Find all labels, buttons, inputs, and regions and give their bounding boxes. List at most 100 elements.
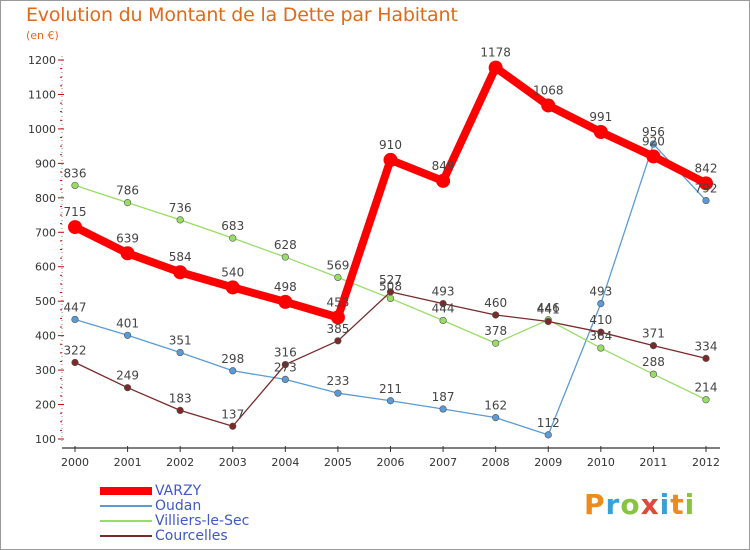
data-point-varzy [541,98,556,113]
legend-swatch [100,505,152,507]
data-label-varzy: 584 [169,250,192,264]
y-tick-label: 300 [35,364,56,377]
data-point-oudan [492,414,500,422]
data-label-varzy: 920 [642,134,665,148]
y-tick-label: 900 [35,157,56,170]
data-label-courcelles: 183 [169,391,192,405]
chart-data-labels: 447 401 351 298 273 233 211 187 162 112 493 956 792 8… [64,46,718,430]
data-point-courcelles [702,354,710,362]
data-label-villiers-le-sec: 288 [642,355,665,369]
legend-label: VARZY [155,483,202,499]
data-label-oudan: 956 [642,125,665,139]
data-point-oudan [123,331,132,339]
data-point-varzy [383,152,398,167]
data-point-varzy [68,220,82,235]
data-point-villiers-le-sec [597,344,605,352]
data-point-oudan [334,389,342,397]
data-point-villiers-le-sec [386,294,395,303]
data-label-courcelles: 334 [695,339,718,353]
data-point-varzy [436,173,451,188]
y-tick-label: 500 [35,295,56,308]
data-label-varzy: 1178 [480,46,511,60]
data-point-villiers-le-sec [229,234,237,242]
data-label-villiers-le-sec: 628 [274,238,297,252]
data-label-courcelles: 322 [64,344,87,358]
y-tick-label: 1200 [28,54,56,67]
series-line-courcelles [74,291,707,427]
data-label-villiers-le-sec: 364 [589,329,612,343]
data-label-oudan: 447 [64,300,87,314]
data-point-oudan [229,367,237,375]
x-tick-label: 2006 [377,456,405,469]
legend-swatch [100,520,152,522]
data-point-courcelles [334,337,342,345]
data-point-oudan [386,397,395,405]
x-tick-label: 2009 [534,456,562,469]
x-tick-label: 2007 [429,456,457,469]
x-tick-label: 2000 [61,456,89,469]
data-point-courcelles [439,299,447,308]
data-label-courcelles: 371 [642,327,665,341]
data-label-oudan: 211 [379,382,402,396]
x-tick-label: 2012 [692,456,720,469]
data-point-oudan [544,431,552,439]
data-label-villiers-le-sec: 214 [695,381,718,395]
data-label-varzy: 910 [379,138,402,152]
data-point-villiers-le-sec [71,181,79,190]
x-tick-label: 2005 [324,456,352,469]
chart-axes: 100 200 300 400 500 600 700 800 900 1000 1100 1200 2… [28,54,720,469]
data-label-villiers-le-sec: 446 [537,301,560,315]
data-point-courcelles [123,384,132,392]
data-point-villiers-le-sec [439,316,447,325]
chart-series-points [68,60,713,439]
data-point-varzy [173,265,188,280]
y-tick-label: 1100 [28,88,56,101]
data-label-courcelles: 316 [274,346,297,360]
data-label-varzy: 498 [274,280,297,294]
legend-label: Villiers-le-Sec [155,513,250,529]
data-label-courcelles: 249 [116,369,139,383]
data-label-oudan: 112 [537,416,560,430]
data-label-varzy: 540 [221,265,244,279]
data-label-villiers-le-sec: 569 [326,258,349,272]
data-point-varzy [225,280,240,295]
data-label-oudan: 792 [695,182,718,196]
data-label-oudan: 401 [116,316,139,330]
chart-subtitle: (en €) [26,29,59,42]
data-point-courcelles [597,328,605,336]
data-point-varzy [330,310,345,325]
data-label-oudan: 162 [484,399,507,413]
data-label-varzy: 1068 [533,83,564,97]
data-label-varzy: 453 [326,295,349,309]
data-label-varzy: 715 [64,205,87,219]
x-tick-label: 2001 [114,456,142,469]
data-point-villiers-le-sec [123,199,132,207]
x-tick-label: 2003 [219,456,247,469]
data-label-varzy: 991 [589,110,612,124]
data-label-courcelles: 410 [589,313,612,327]
data-point-villiers-le-sec [492,339,500,347]
data-label-oudan: 298 [221,352,244,366]
data-label-villiers-le-sec: 836 [64,166,87,180]
data-label-oudan: 187 [432,390,455,404]
y-tick-label: 400 [35,330,56,343]
data-label-villiers-le-sec: 736 [169,201,192,215]
data-label-oudan: 493 [589,285,612,299]
data-point-oudan [597,299,605,308]
chart-title: Evolution du Montant de la Dette par Hab… [26,4,458,26]
legend-label: Courcelles [155,528,228,544]
data-label-courcelles: 137 [221,407,244,421]
data-point-villiers-le-sec [334,273,342,282]
y-tick-label: 800 [35,192,56,205]
data-point-oudan [439,405,447,413]
data-point-courcelles [176,406,184,415]
data-point-varzy [593,125,608,140]
data-label-oudan: 351 [169,334,192,348]
legend-swatch [100,535,152,537]
data-point-courcelles [492,311,500,319]
x-tick-label: 2002 [166,456,194,469]
legend-swatch [100,487,152,495]
data-point-oudan [649,140,658,148]
data-point-courcelles [649,342,658,350]
data-label-oudan: 273 [274,360,297,374]
